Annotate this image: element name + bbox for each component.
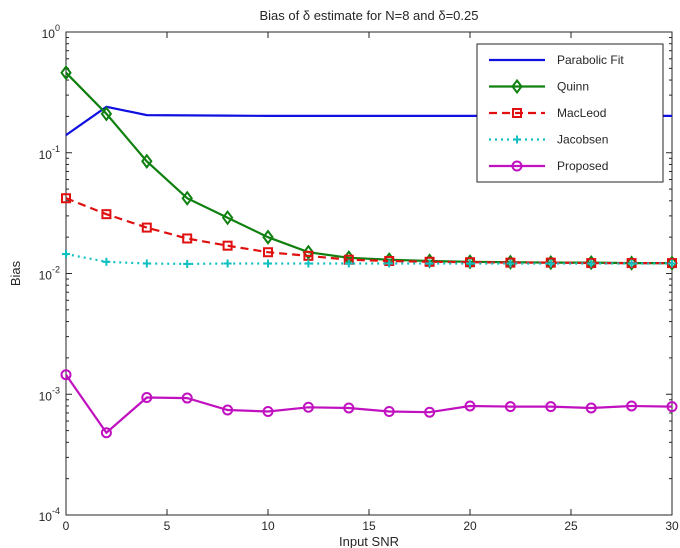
legend-entry-proposed: Proposed [489,159,608,173]
data-point-quinn [181,190,193,206]
data-point-jacobsen [587,259,596,268]
data-point-quinn [262,229,274,245]
legend-entry-quinn: Quinn [489,78,589,95]
legend-label: Jacobsen [557,133,608,147]
data-point-jacobsen [546,259,555,268]
y-tick-label: 100 [42,23,60,41]
x-tick-label: 15 [362,519,376,533]
data-point-macleod [141,222,152,233]
data-point-proposed [302,401,314,413]
legend-entry-parabolic-fit: Parabolic Fit [489,53,624,67]
data-point-jacobsen [183,259,192,268]
data-point-proposed [181,392,193,404]
data-point-jacobsen [466,259,474,268]
data-point-jacobsen [264,259,272,268]
data-point-macleod [101,209,112,220]
data-point-quinn [302,244,315,260]
data-point-proposed [545,401,557,413]
series-proposed [60,369,678,439]
x-tick-label: 30 [665,519,679,533]
x-axis-label: Input SNR [339,534,399,548]
data-point-proposed [585,402,597,414]
data-point-proposed [666,401,678,413]
data-point-jacobsen [304,259,313,268]
data-point-jacobsen [668,259,676,268]
y-axis-label: Bias [8,260,23,286]
x-tick-label: 25 [564,519,578,533]
data-point-quinn [60,65,72,81]
data-point-quinn [221,209,234,226]
legend-label: Parabolic Fit [557,53,624,67]
data-point-macleod [182,233,193,244]
data-point-proposed [100,427,112,439]
data-point-proposed [262,405,274,417]
data-point-proposed [141,391,153,403]
legend-label: Quinn [557,80,589,94]
data-point-proposed [626,400,638,412]
legend-label: Proposed [557,159,608,173]
series-line-macleod [65,197,672,265]
series-line-proposed [65,374,673,435]
data-point-quinn [141,153,153,169]
legend-marker [512,108,522,118]
series-jacobsen [62,250,676,268]
data-point-jacobsen [425,259,434,268]
legend: Parabolic Fit Quinn MacLeod Jacobsen Propose… [476,43,664,183]
y-tick-label: 10-4 [39,506,60,524]
y-tick-label: 10-1 [39,144,60,162]
data-point-macleod [222,240,233,251]
data-point-proposed [222,404,234,416]
data-point-macleod [61,193,71,204]
data-point-proposed [464,400,476,412]
legend-label: MacLeod [557,106,606,120]
data-point-jacobsen [506,259,515,268]
legend-marker [513,135,521,144]
data-point-jacobsen [62,250,70,259]
legend-marker [511,78,523,95]
data-point-jacobsen [102,257,111,266]
x-tick-label: 20 [463,519,477,533]
legend-marker [511,160,523,172]
series-line-jacobsen [65,252,672,266]
data-point-jacobsen [385,259,394,268]
x-tick-label: 10 [261,519,275,533]
data-point-jacobsen [627,259,636,268]
data-point-jacobsen [142,259,151,268]
series-macleod [61,193,677,269]
chart-title: Bias of δ estimate for N=8 and δ=0.25 [260,8,479,23]
x-tick-label: 5 [164,519,171,533]
data-point-jacobsen [223,259,232,268]
x-tick-label: 0 [63,519,70,533]
data-point-jacobsen [344,259,353,268]
data-point-proposed [504,401,516,413]
y-tick-label: 10-3 [39,385,60,403]
data-point-proposed [60,369,72,381]
legend-entry-macleod: MacLeod [489,106,606,120]
data-point-quinn [100,106,113,122]
data-point-macleod [263,247,273,258]
plot-area: 0 5 10 15 20 25 30 10-4 10-3 10-2 10-1 100 [39,23,679,533]
legend-entry-jacobsen: Jacobsen [489,133,608,147]
data-point-proposed [343,402,355,414]
data-point-proposed [383,405,395,417]
data-point-proposed [424,406,436,418]
y-tick-label: 10-2 [39,265,60,283]
